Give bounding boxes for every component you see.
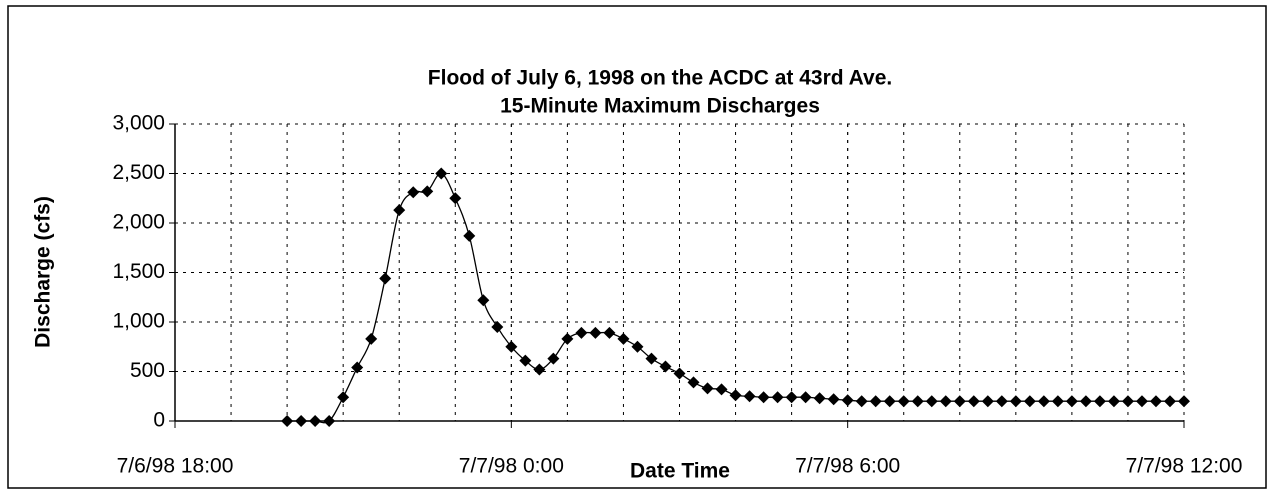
marker	[463, 229, 476, 242]
marker	[1178, 395, 1190, 408]
marker	[813, 392, 826, 405]
marker	[505, 340, 518, 353]
marker	[1163, 395, 1176, 408]
marker	[589, 326, 602, 339]
marker	[939, 395, 952, 408]
marker	[785, 391, 798, 404]
marker	[561, 332, 574, 345]
marker	[421, 185, 434, 198]
marker	[715, 383, 728, 396]
marker	[1065, 395, 1078, 408]
marker	[883, 395, 896, 408]
marker	[449, 192, 462, 205]
marker	[477, 294, 490, 307]
y-tick-label: 0	[153, 409, 165, 432]
marker	[1093, 395, 1106, 408]
marker	[491, 320, 504, 333]
marker	[519, 354, 532, 367]
chart-title: Flood of July 6, 1998 on the ACDC at 43r…	[428, 67, 892, 90]
y-tick-label: 2,500	[112, 161, 165, 184]
marker	[281, 415, 294, 427]
y-tick-label: 3,000	[112, 112, 165, 135]
y-tick-label: 2,000	[112, 211, 165, 234]
marker	[841, 394, 854, 407]
marker	[673, 367, 686, 380]
marker	[1037, 395, 1050, 408]
marker	[337, 391, 350, 404]
marker	[911, 395, 924, 408]
marker	[575, 326, 588, 339]
marker	[309, 415, 322, 427]
x-axis-label: Date Time	[630, 460, 730, 483]
marker	[1149, 395, 1162, 408]
marker	[743, 390, 756, 403]
marker	[897, 395, 910, 408]
marker	[827, 393, 840, 406]
marker	[435, 167, 448, 180]
y-axis-label: Discharge (cfs)	[32, 196, 55, 348]
x-tick-label: 7/7/98 12:00	[1126, 455, 1243, 478]
marker	[547, 352, 560, 365]
marker	[323, 415, 336, 427]
marker	[701, 382, 714, 395]
y-tick-label: 1,000	[112, 310, 165, 333]
y-tick-label: 500	[130, 359, 165, 382]
marker	[1107, 395, 1120, 408]
marker	[1079, 395, 1092, 408]
marker	[295, 415, 308, 427]
marker	[351, 361, 364, 374]
marker	[967, 395, 980, 408]
marker	[729, 389, 742, 402]
marker	[645, 352, 658, 365]
marker	[995, 395, 1008, 408]
marker	[757, 391, 770, 404]
marker	[365, 332, 378, 345]
marker	[855, 395, 868, 408]
x-tick-label: 7/7/98 6:00	[795, 455, 900, 478]
marker	[393, 204, 406, 217]
marker	[1023, 395, 1036, 408]
marker	[869, 395, 882, 408]
x-tick-label: 7/7/98 0:00	[459, 455, 564, 478]
y-tick-label: 1,500	[112, 260, 165, 283]
marker	[533, 363, 546, 376]
marker	[379, 272, 392, 285]
marker	[925, 395, 938, 408]
x-tick-label: 7/6/98 18:00	[117, 455, 234, 478]
marker	[631, 340, 644, 353]
marker	[771, 391, 784, 404]
marker	[603, 326, 616, 339]
marker	[953, 395, 966, 408]
marker	[659, 360, 672, 373]
marker	[1121, 395, 1134, 408]
marker	[1009, 395, 1022, 408]
chart-border	[7, 5, 1267, 489]
marker	[1135, 395, 1148, 408]
marker	[407, 186, 420, 199]
chart-subtitle: 15-Minute Maximum Discharges	[500, 95, 820, 118]
marker	[799, 391, 812, 404]
marker	[617, 332, 630, 345]
marker	[981, 395, 994, 408]
marker	[1051, 395, 1064, 408]
marker	[687, 376, 700, 389]
